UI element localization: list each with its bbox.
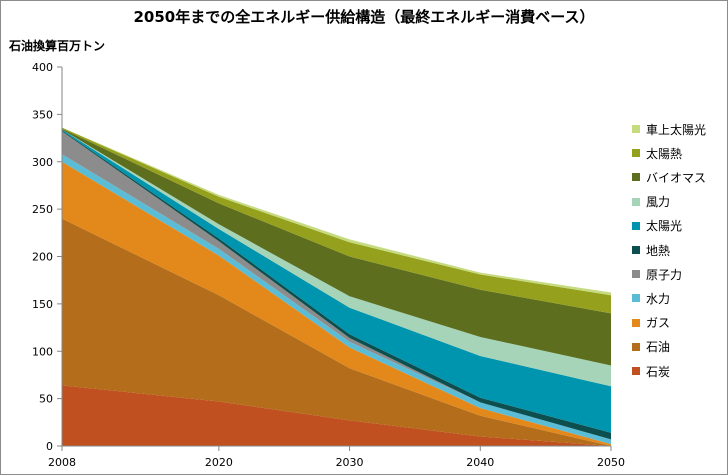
legend-swatch — [632, 342, 640, 351]
legend-item: バイオマス — [632, 167, 706, 187]
legend-label: 地熱 — [646, 243, 671, 258]
y-axis-label: 石油換算百万トン — [9, 39, 106, 53]
y-tick-label: 400 — [32, 61, 53, 74]
legend-item: 車上太陽光 — [632, 119, 706, 139]
legend-swatch — [632, 318, 640, 327]
legend-item: 石炭 — [632, 361, 670, 381]
x-tick-label: 2030 — [336, 456, 364, 469]
y-tick-label: 350 — [32, 108, 53, 121]
legend-item: 水力 — [632, 288, 670, 308]
y-tick-label: 250 — [32, 203, 53, 216]
legend-label: 太陽熱 — [646, 146, 683, 161]
y-tick-label: 150 — [32, 298, 53, 311]
legend-label: ガス — [646, 316, 671, 331]
legend-label: バイオマス — [646, 170, 707, 185]
legend-item: 地熱 — [632, 240, 670, 260]
y-tick-label: 100 — [32, 345, 53, 358]
area-series-9 — [62, 127, 611, 314]
area-series-1 — [62, 218, 611, 446]
legend-item: 石油 — [632, 337, 670, 357]
legend-swatch — [632, 294, 640, 303]
x-tick-label: 2008 — [48, 456, 76, 469]
legend-item: 太陽熱 — [632, 143, 682, 163]
x-tick-label: 2020 — [205, 456, 233, 469]
legend-item: 太陽光 — [632, 216, 682, 236]
x-tick-label: 2050 — [597, 456, 625, 469]
area-series-6 — [62, 129, 611, 433]
area-series-7 — [62, 129, 611, 387]
legend-swatch — [632, 270, 640, 279]
legend-swatch — [632, 173, 640, 182]
legend-label: 水力 — [646, 291, 671, 306]
y-tick-label: 0 — [46, 440, 53, 453]
x-tick-label: 2040 — [466, 456, 494, 469]
legend-label: 風力 — [646, 195, 671, 210]
legend-item: 風力 — [632, 192, 670, 212]
legend-label: 石油 — [646, 340, 671, 355]
legend-swatch — [632, 197, 640, 206]
y-tick-label: 50 — [39, 393, 53, 406]
legend-swatch — [632, 246, 640, 254]
chart-title: 2050年までの全エネルギー供給構造（最終エネルギー消費ベース） — [133, 8, 595, 26]
legend-label: 太陽光 — [646, 219, 683, 234]
area-series-group — [62, 127, 611, 447]
legend-item: 原子力 — [632, 264, 682, 284]
axes-group: 0 50 100 150 200 250 300 350 400 2008 2020 2030 2040… — [32, 61, 625, 469]
y-tick-label: 300 — [32, 156, 53, 169]
legend-swatch — [632, 149, 640, 158]
legend-swatch — [632, 125, 640, 133]
area-series-8 — [62, 128, 611, 366]
legend-label: 石炭 — [646, 364, 671, 379]
y-tick-label: 200 — [32, 251, 53, 264]
legend-swatch — [632, 367, 640, 375]
legend-swatch — [632, 221, 640, 230]
legend-label: 車上太陽光 — [646, 122, 707, 137]
area-series-0 — [62, 385, 611, 446]
legend-item: ガス — [632, 313, 670, 333]
legend-label: 原子力 — [646, 267, 683, 282]
